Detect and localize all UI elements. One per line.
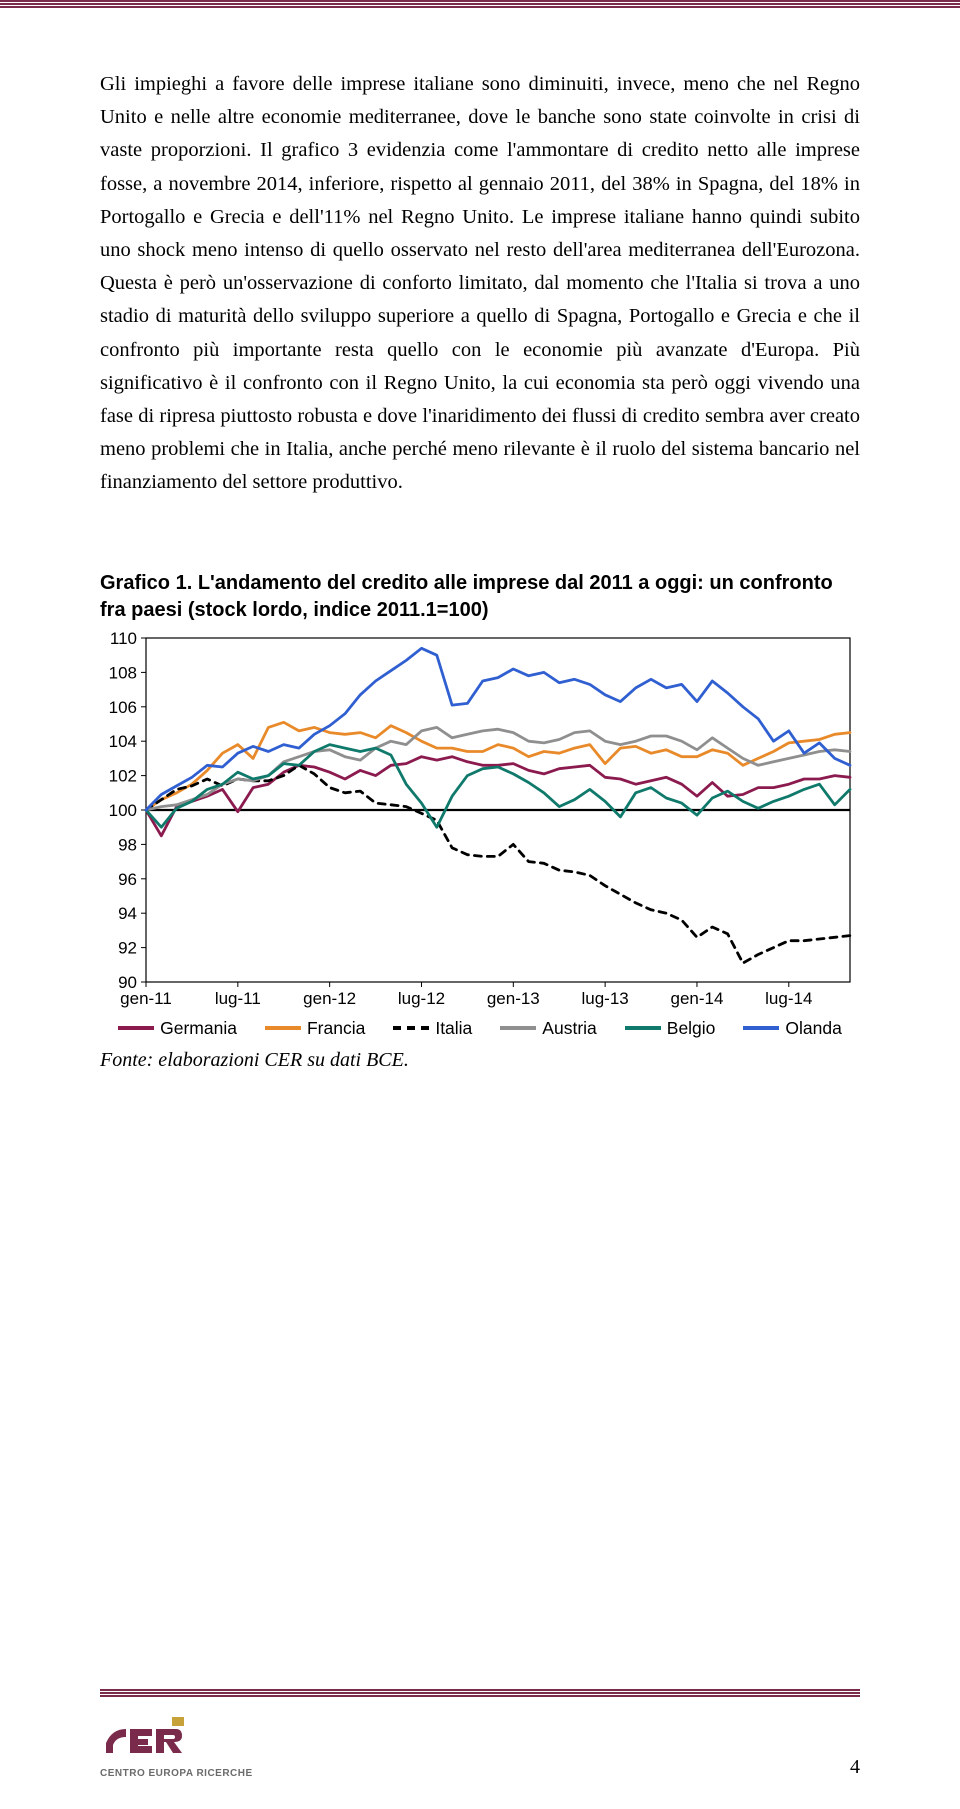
svg-text:104: 104 [109, 732, 137, 751]
logo-subtitle: CENTRO EUROPA RICERCHE [100, 1768, 253, 1779]
svg-text:102: 102 [109, 766, 137, 785]
cer-logo: CENTRO EUROPA RICERCHE [100, 1715, 253, 1779]
legend-label: Italia [435, 1018, 472, 1039]
legend-swatch [625, 1026, 661, 1030]
svg-text:lug-14: lug-14 [765, 989, 812, 1008]
page-content: Gli impieghi a favore delle imprese ital… [0, 8, 960, 1072]
source-note: Fonte: elaborazioni CER su dati BCE. [100, 1049, 860, 1072]
legend-item: Olanda [743, 1018, 841, 1039]
svg-text:gen-14: gen-14 [670, 989, 723, 1008]
legend-label: Francia [307, 1018, 365, 1039]
cer-logo-icon [100, 1715, 190, 1763]
legend-item: Belgio [625, 1018, 716, 1039]
legend-label: Olanda [785, 1018, 841, 1039]
chart-title: Grafico 1. L'andamento del credito alle … [100, 570, 860, 624]
top-rule-bar [0, 0, 960, 8]
legend-swatch [500, 1026, 536, 1030]
svg-text:94: 94 [118, 904, 137, 923]
svg-text:100: 100 [109, 801, 137, 820]
legend-label: Austria [542, 1018, 596, 1039]
svg-text:108: 108 [109, 663, 137, 682]
legend-item: Italia [393, 1018, 472, 1039]
legend-swatch [393, 1026, 429, 1030]
chart-container: 9092949698100102104106108110gen-11lug-11… [100, 632, 860, 1039]
footer-area: CENTRO EUROPA RICERCHE 4 [0, 1689, 960, 1809]
line-chart: 9092949698100102104106108110gen-11lug-11… [100, 632, 860, 1012]
legend-item: Francia [265, 1018, 365, 1039]
svg-text:gen-13: gen-13 [487, 989, 540, 1008]
legend-item: Austria [500, 1018, 596, 1039]
legend-label: Belgio [667, 1018, 716, 1039]
bottom-rule-bar [100, 1689, 860, 1697]
chart-legend: Germania Francia Italia Austria Belgio Olanda [100, 1018, 860, 1039]
svg-text:gen-11: gen-11 [120, 989, 172, 1008]
svg-text:106: 106 [109, 697, 137, 716]
legend-item: Germania [118, 1018, 237, 1039]
legend-label: Germania [160, 1018, 237, 1039]
svg-text:lug-11: lug-11 [215, 989, 261, 1008]
svg-text:lug-13: lug-13 [581, 989, 628, 1008]
svg-text:gen-12: gen-12 [303, 989, 356, 1008]
svg-text:92: 92 [118, 938, 137, 957]
page-number: 4 [850, 1756, 860, 1779]
svg-text:lug-12: lug-12 [398, 989, 445, 1008]
legend-swatch [743, 1026, 779, 1030]
svg-text:110: 110 [110, 632, 137, 648]
svg-text:98: 98 [118, 835, 137, 854]
body-paragraph: Gli impieghi a favore delle imprese ital… [100, 68, 860, 500]
svg-text:96: 96 [118, 869, 137, 888]
legend-swatch [118, 1026, 154, 1030]
legend-swatch [265, 1026, 301, 1030]
